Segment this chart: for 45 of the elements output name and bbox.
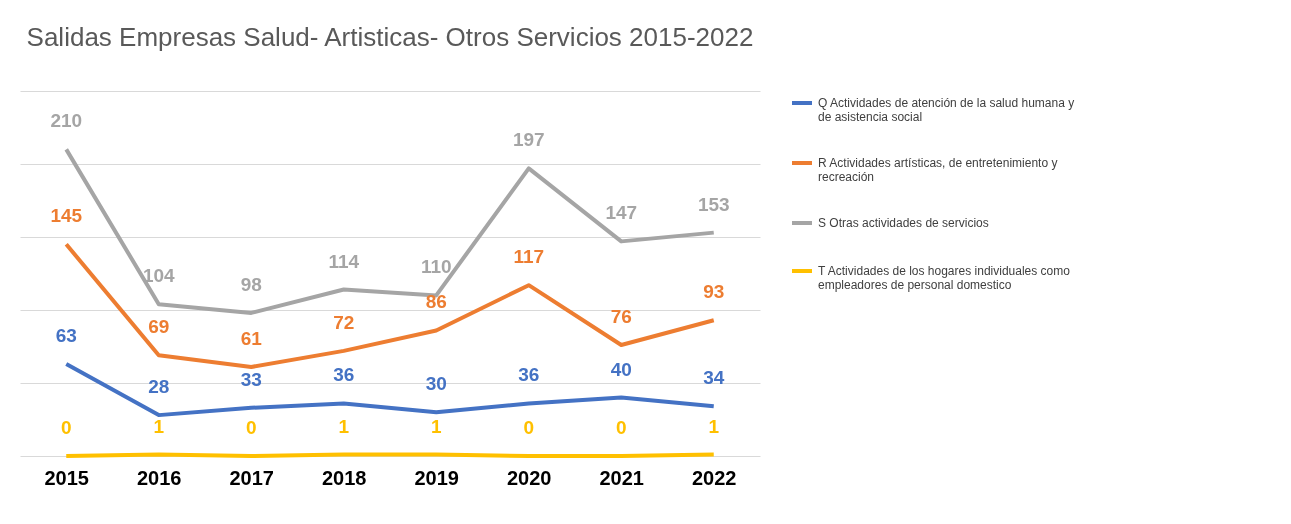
data-label: 145 xyxy=(50,205,83,227)
data-label: 36 xyxy=(333,364,355,386)
legend-label: Q Actividades de atención de la salud humana y de asistencia social xyxy=(818,96,1075,124)
data-label: 28 xyxy=(148,376,170,398)
data-label: 93 xyxy=(703,281,725,303)
data-label: 36 xyxy=(518,364,540,386)
data-label: 86 xyxy=(425,291,447,313)
data-label: 0 xyxy=(245,417,257,438)
x-tick-label: 2021 xyxy=(599,466,644,489)
data-label: 72 xyxy=(333,311,355,333)
data-label: 98 xyxy=(240,273,262,295)
x-tick-label: 2020 xyxy=(507,466,552,489)
data-label: 0 xyxy=(523,417,535,438)
data-label: 61 xyxy=(240,327,263,349)
data-label: 40 xyxy=(610,358,632,380)
data-label: 104 xyxy=(142,265,176,287)
data-label: 0 xyxy=(60,417,72,438)
legend-label: R Actividades artísticas, de entretenimiento y recreación xyxy=(818,156,1058,184)
data-label: 197 xyxy=(512,129,545,151)
data-label: 69 xyxy=(148,316,170,338)
data-label: 1 xyxy=(153,415,165,437)
data-label: 30 xyxy=(425,373,447,395)
x-tick-label: 2017 xyxy=(229,466,274,489)
data-label: 147 xyxy=(605,202,638,224)
legend-label: T Actividades de los hogares individuales como empleadores de personal domestico xyxy=(818,264,1071,292)
x-tick-label: 2018 xyxy=(322,466,367,489)
data-label: 0 xyxy=(615,417,627,438)
x-tick-label: 2022 xyxy=(692,466,737,489)
data-label: 76 xyxy=(610,306,632,328)
data-label: 210 xyxy=(50,110,83,132)
data-label: 34 xyxy=(703,367,725,389)
data-label: 1 xyxy=(338,415,350,437)
data-label: 1 xyxy=(708,415,720,437)
data-label: 153 xyxy=(697,193,730,215)
data-label: 117 xyxy=(513,246,545,268)
data-label: 1 xyxy=(430,415,442,437)
data-label: 110 xyxy=(420,256,452,278)
legend-label: S Otras actividades de servicios xyxy=(818,216,989,230)
data-label: 63 xyxy=(55,325,77,347)
data-label: 33 xyxy=(240,368,262,390)
x-tick-label: 2016 xyxy=(137,466,182,489)
x-tick-label: 2019 xyxy=(414,466,459,489)
x-tick-label: 2015 xyxy=(44,466,89,489)
data-label: 114 xyxy=(328,250,360,272)
chart-title: Salidas Empresas Salud- Artisticas- Otros Servicios 2015-2022 xyxy=(26,22,754,52)
